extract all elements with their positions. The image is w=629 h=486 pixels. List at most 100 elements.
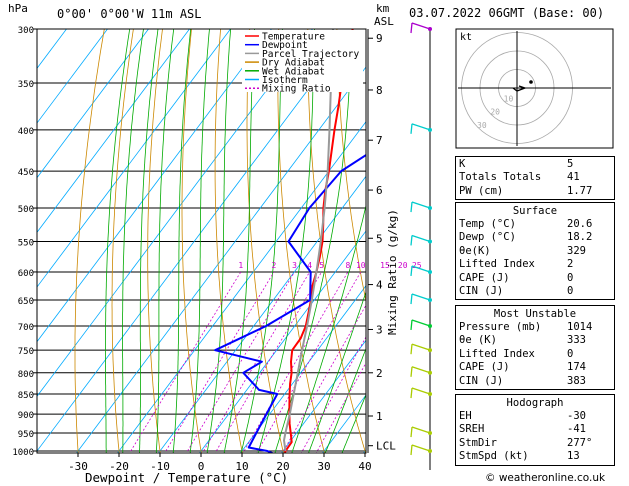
- mixing-ratio-label: 2: [272, 261, 277, 270]
- most-unstable-value: 0: [567, 347, 574, 360]
- km-tick-label: 3: [376, 323, 383, 336]
- pressure-tick-label: 550: [18, 238, 34, 248]
- wind-barb: [411, 426, 431, 434]
- datetime-label: 03.07.2022 06GMT (Base: 00): [409, 6, 605, 20]
- hodograph-stat-label: StmSpd (kt): [459, 450, 529, 463]
- mixing-ratio-line: [315, 361, 366, 453]
- mixing-ratio-line: [185, 271, 295, 453]
- wind-barb-flag: [410, 319, 413, 331]
- wind-barb: [411, 366, 431, 374]
- x-tick-label: -20: [109, 460, 129, 473]
- wet-adiabat-line: [240, 29, 283, 453]
- wind-barb: [411, 319, 431, 327]
- km-tick-label: LCL: [376, 440, 396, 453]
- hodograph-stat-value: -41: [567, 423, 586, 436]
- pressure-tick-label: 650: [18, 297, 34, 307]
- wet-adiabat-line: [122, 29, 144, 453]
- km-label: km: [376, 2, 390, 15]
- wet-adiabat-line: [341, 393, 366, 453]
- copyright-text: © weatheronline.co.uk: [485, 472, 606, 484]
- surface-value: 0: [567, 284, 574, 297]
- x-tick-label: 30: [317, 460, 330, 473]
- wind-marker: [428, 239, 432, 244]
- most-unstable-row: Pressure (mb) 1014: [459, 321, 611, 334]
- pressure-tick-label: 750: [18, 347, 34, 357]
- hodograph-stat-row: StmSpd (kt) 13: [459, 450, 611, 463]
- surface-value: 20.6: [567, 218, 593, 230]
- mixing-ratio-label: 1: [238, 261, 243, 270]
- mixing-ratio-label: 3: [292, 261, 297, 270]
- most-unstable-label: Pressure (mb): [459, 321, 542, 333]
- pressure-tick-label: 850: [18, 391, 34, 401]
- dry-adiabat-line: [74, 29, 105, 453]
- x-tick-label: -10: [150, 460, 170, 473]
- isotherm-line: [240, 285, 366, 453]
- surface-value: 2: [567, 258, 574, 271]
- x-tick-label: 0: [198, 460, 205, 473]
- wet-adiabat-line: [155, 29, 175, 453]
- km-tick-label: 4: [376, 279, 383, 292]
- isotherm-line: [199, 230, 366, 453]
- km-tick-label: 2: [376, 367, 383, 380]
- wet-adiabat-line: [105, 29, 131, 453]
- isotherm-line: [37, 29, 67, 69]
- legend-label: Mixing Ratio: [262, 84, 331, 95]
- asl-label: ASL: [374, 15, 394, 28]
- surface-label: Temp (°C): [459, 218, 516, 230]
- hodograph-stat-value: 13: [567, 450, 580, 463]
- wind-barb-flag: [410, 293, 413, 305]
- isotherm-line: [37, 29, 272, 343]
- hodograph-stat-value: -30: [567, 410, 586, 422]
- mixing-ratio-line: [214, 271, 322, 453]
- hodograph-stat-row: StmDir 277°: [459, 437, 611, 450]
- wind-barb-flag: [410, 387, 413, 399]
- isotherm-line: [280, 339, 366, 453]
- surface-label: θe(K): [459, 244, 491, 257]
- surface-label: CAPE (J): [459, 271, 510, 284]
- hodograph-stat-row: EH -30: [459, 410, 611, 423]
- dry-adiabat-line: [622, 5, 629, 468]
- stat-pw-label: PW (cm): [459, 184, 504, 197]
- wet-adiabat-line: [308, 290, 366, 453]
- dry-adiabat-line: [214, 29, 243, 453]
- wind-marker: [428, 127, 432, 132]
- mixing-ratio-label: 5: [319, 261, 324, 270]
- stat-tt-value: 41: [567, 171, 580, 184]
- mixing-ratio-label: 10: [356, 261, 366, 270]
- surface-value: 18.2: [567, 231, 593, 244]
- most-unstable-title: Most Unstable: [493, 308, 577, 320]
- most-unstable-row: CAPE (J) 174: [459, 361, 611, 374]
- isotherm-line: [37, 29, 109, 124]
- stats-table: K 5 Totals Totals 41 PW (cm) 1.77: [455, 156, 615, 201]
- most-unstable-label: Lifted Index: [459, 347, 535, 360]
- wet-adiabat-line: [223, 29, 256, 453]
- series-dewpoint: [214, 153, 366, 453]
- isotherm-line: [37, 29, 150, 179]
- location-label: 0°00' 0°00'W 11m ASL: [57, 7, 202, 21]
- x-tick-label: 20: [276, 460, 289, 473]
- isotherm-line: [37, 29, 232, 288]
- mixing-ratio-line: [242, 271, 349, 453]
- hodograph-trace: [512, 85, 527, 92]
- mixing-ratio-line: [300, 336, 366, 453]
- hodograph-unit-label: kt: [460, 32, 472, 43]
- legend-label: Temperature: [262, 32, 325, 43]
- pressure-tick-label: 450: [18, 168, 34, 178]
- mixing-ratio-line: [281, 304, 366, 453]
- hodograph-stat-label: EH: [459, 410, 472, 422]
- wind-marker: [428, 27, 432, 31]
- wind-barb: [411, 22, 431, 30]
- legend-label: Dry Adiabat: [262, 58, 325, 69]
- hodograph-stat-row: SREH -41: [459, 423, 611, 436]
- surface-row: θe(K) 329: [459, 245, 611, 258]
- wet-adiabat-line: [139, 29, 159, 453]
- wind-marker: [428, 269, 432, 274]
- wind-barb-flag: [410, 123, 413, 134]
- mixing-ratio-axis-title: Mixing Ratio (g/kg): [386, 209, 399, 335]
- hodograph-ring-label: 20: [490, 108, 500, 117]
- x-tick-label: 40: [358, 460, 371, 473]
- most-unstable-value: 333: [567, 334, 586, 347]
- dry-adiabat-line: [277, 29, 325, 453]
- mixing-ratio-line: [129, 271, 242, 453]
